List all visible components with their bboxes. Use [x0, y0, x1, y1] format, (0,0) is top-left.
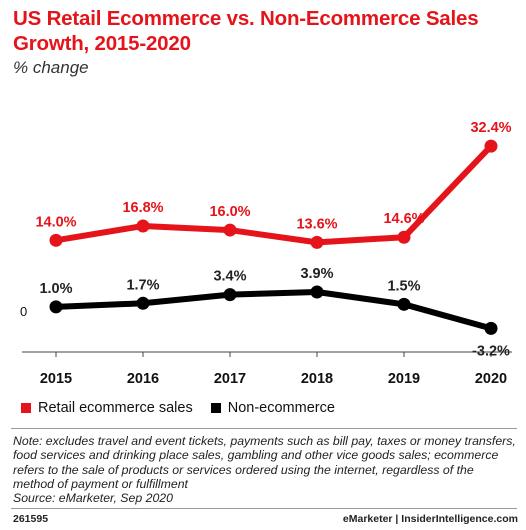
- data-label-non-ecommerce-2015: 1.0%: [39, 281, 72, 297]
- x-tick-label-2020: 2020: [475, 371, 507, 387]
- data-label-non-ecommerce-2020: -3.2%: [472, 343, 510, 359]
- data-label-ecommerce-2019: 14.6%: [383, 211, 424, 227]
- series-line-ecommerce: [53, 143, 494, 246]
- legend-item-ecommerce: Retail ecommerce sales: [21, 400, 193, 416]
- data-label-non-ecommerce-2016: 1.7%: [126, 277, 159, 293]
- data-label-non-ecommerce-2019: 1.5%: [387, 278, 420, 294]
- divider-top: [11, 428, 517, 429]
- x-tick-label-2016: 2016: [127, 371, 159, 387]
- x-tick-label-2019: 2019: [388, 371, 420, 387]
- chart-note: Note: excludes travel and event tickets,…: [13, 434, 518, 505]
- data-point-non-ecommerce-2015: [49, 300, 63, 314]
- data-point-non-ecommerce-2017: [223, 288, 237, 302]
- data-label-ecommerce-2020: 32.4%: [470, 120, 511, 136]
- data-label-non-ecommerce-2017: 3.4%: [213, 269, 246, 285]
- data-point-ecommerce-2016: [136, 219, 150, 233]
- chart-id: 261595: [13, 513, 49, 525]
- legend-label-non-ecommerce: Non-ecommerce: [227, 400, 335, 416]
- chart-subtitle: % change: [13, 58, 89, 77]
- brand-credit: eMarketer | InsiderIntelligence.com: [342, 513, 518, 525]
- data-point-ecommerce-2015: [49, 233, 63, 247]
- source-text: Source: eMarketer, Sep 2020: [13, 491, 173, 506]
- data-label-ecommerce-2018: 13.6%: [296, 216, 337, 232]
- x-tick-label-2015: 2015: [40, 371, 72, 387]
- legend-swatch-ecommerce: [21, 403, 31, 413]
- data-point-non-ecommerce-2016: [136, 296, 150, 310]
- data-point-non-ecommerce-2018: [310, 285, 324, 299]
- data-point-non-ecommerce-2019: [397, 297, 411, 311]
- y-tick-label-0: 0: [20, 304, 27, 319]
- data-label-ecommerce-2016: 16.8%: [122, 200, 163, 216]
- legend-swatch-non-ecommerce: [210, 403, 221, 413]
- line-chart: 2015 2016 2017 2018 2019 2020 0 14.0% 16.8% 16.0…: [20, 120, 512, 387]
- x-tick-label-2018: 2018: [301, 371, 333, 387]
- data-label-ecommerce-2015: 14.0%: [35, 214, 76, 230]
- data-label-non-ecommerce-2018: 3.9%: [300, 266, 333, 282]
- note-text: Note: excludes travel and event tickets,…: [13, 434, 516, 491]
- data-point-ecommerce-2019: [397, 230, 411, 244]
- data-point-ecommerce-2017: [223, 223, 237, 237]
- data-label-ecommerce-2017: 16.0%: [209, 204, 250, 220]
- data-point-ecommerce-2020: [484, 139, 498, 153]
- data-point-ecommerce-2018: [310, 235, 324, 249]
- x-tick-label-2017: 2017: [214, 371, 246, 387]
- footer: 261595 eMarketer | InsiderIntelligence.c…: [13, 513, 518, 525]
- legend-label-ecommerce: Retail ecommerce sales: [38, 400, 193, 416]
- chart-title: US Retail Ecommerce vs. Non-Ecommerce Sa…: [13, 7, 479, 55]
- series-line-non-ecommerce: [53, 289, 494, 332]
- chart-legend: Retail ecommerce sales Non-ecommerce: [21, 400, 353, 416]
- divider-bottom: [11, 508, 517, 509]
- legend-item-non-ecommerce: Non-ecommerce: [210, 400, 335, 416]
- data-point-non-ecommerce-2020: [484, 321, 498, 335]
